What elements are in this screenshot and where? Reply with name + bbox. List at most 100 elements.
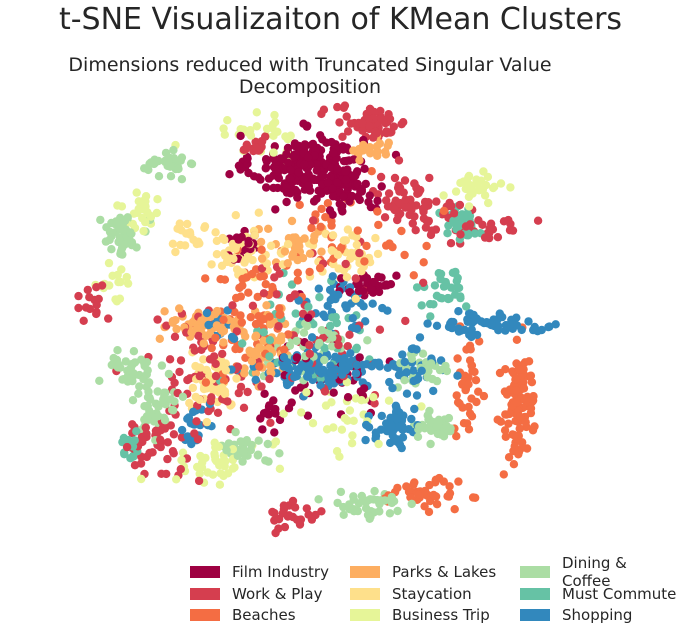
point-business-trip — [349, 416, 358, 425]
point-business-trip — [214, 442, 224, 451]
point-beaches — [220, 275, 230, 284]
point-beaches — [388, 242, 397, 252]
point-dining-coffee — [423, 363, 433, 373]
point-business-trip — [223, 116, 232, 125]
point-staycation — [185, 228, 195, 237]
point-film-industry — [370, 278, 380, 287]
point-work-play — [335, 118, 344, 127]
point-work-play — [243, 387, 252, 397]
point-dining-coffee — [109, 353, 118, 363]
point-staycation — [183, 219, 192, 229]
point-film-industry — [299, 160, 309, 169]
point-dining-coffee — [231, 427, 240, 437]
point-beaches — [236, 292, 245, 301]
point-work-play — [248, 301, 258, 310]
point-parks-lakes — [264, 224, 273, 233]
point-beaches — [431, 475, 440, 484]
point-business-trip — [114, 277, 123, 287]
point-work-play — [234, 388, 243, 398]
point-staycation — [180, 241, 190, 250]
point-business-trip — [172, 475, 181, 484]
point-staycation — [328, 231, 338, 240]
point-beaches — [327, 216, 336, 226]
point-business-trip — [262, 124, 272, 133]
point-business-trip — [369, 393, 378, 402]
point-staycation — [283, 240, 293, 249]
point-dining-coffee — [400, 376, 409, 385]
point-business-trip — [269, 148, 278, 157]
point-beaches — [219, 376, 229, 386]
point-parks-lakes — [251, 368, 261, 378]
point-staycation — [343, 225, 353, 234]
point-work-play — [456, 230, 465, 239]
point-beaches — [253, 292, 262, 302]
legend-label: Dining & Coffee — [561, 554, 627, 590]
point-shopping — [408, 344, 418, 353]
chart-subtitle: Dimensions reduced with Truncated Singul… — [68, 54, 552, 98]
point-beaches — [465, 356, 475, 365]
point-work-play — [211, 359, 220, 369]
point-beaches — [459, 419, 469, 428]
point-beaches — [257, 245, 266, 254]
point-shopping — [501, 321, 511, 330]
point-parks-lakes — [317, 247, 326, 256]
point-beaches — [522, 395, 531, 404]
point-shopping — [328, 272, 337, 281]
point-work-play — [394, 156, 404, 165]
point-work-play — [446, 239, 456, 248]
point-parks-lakes — [283, 259, 292, 268]
point-beaches — [439, 477, 448, 486]
point-film-industry — [304, 181, 313, 190]
point-dining-coffee — [143, 366, 152, 375]
point-staycation — [175, 225, 184, 234]
point-work-play — [142, 429, 151, 439]
point-staycation — [229, 254, 238, 263]
point-shopping — [352, 324, 362, 333]
point-dining-coffee — [166, 172, 176, 181]
point-shopping — [314, 284, 323, 293]
point-work-play — [474, 216, 483, 225]
point-staycation — [168, 239, 178, 248]
point-must-commute — [426, 312, 435, 321]
point-shopping — [375, 362, 384, 371]
point-film-industry — [362, 274, 372, 283]
point-film-industry — [258, 425, 267, 434]
point-must-commute — [265, 352, 274, 361]
point-film-industry — [285, 174, 295, 183]
point-shopping — [454, 307, 463, 316]
point-work-play — [317, 507, 326, 516]
point-business-trip — [221, 457, 230, 466]
point-work-play — [341, 259, 350, 269]
point-film-industry — [364, 197, 373, 207]
point-business-trip — [197, 463, 207, 472]
point-beaches — [268, 282, 277, 292]
point-beaches — [265, 312, 274, 321]
point-work-play — [268, 507, 277, 517]
point-dining-coffee — [386, 494, 396, 504]
point-beaches — [406, 493, 415, 502]
point-shopping — [283, 358, 292, 367]
point-parks-lakes — [187, 328, 196, 337]
point-film-industry — [374, 287, 384, 297]
point-business-trip — [252, 122, 261, 131]
point-must-commute — [124, 435, 133, 445]
point-beaches — [509, 430, 519, 440]
point-dining-coffee — [233, 451, 242, 460]
point-dining-coffee — [113, 346, 122, 355]
point-work-play — [385, 114, 395, 124]
point-shopping — [472, 330, 482, 340]
point-dining-coffee — [146, 158, 156, 167]
point-work-play — [424, 216, 433, 226]
point-beaches — [496, 417, 506, 426]
point-shopping — [183, 414, 192, 423]
point-film-industry — [325, 206, 335, 215]
point-must-commute — [454, 220, 463, 230]
point-shopping — [407, 414, 416, 424]
point-work-play — [450, 209, 459, 218]
point-dining-coffee — [134, 389, 143, 398]
point-work-play — [175, 367, 184, 377]
point-work-play — [266, 418, 275, 427]
point-beaches — [230, 307, 239, 317]
point-dining-coffee — [115, 224, 124, 234]
point-beaches — [524, 357, 534, 366]
